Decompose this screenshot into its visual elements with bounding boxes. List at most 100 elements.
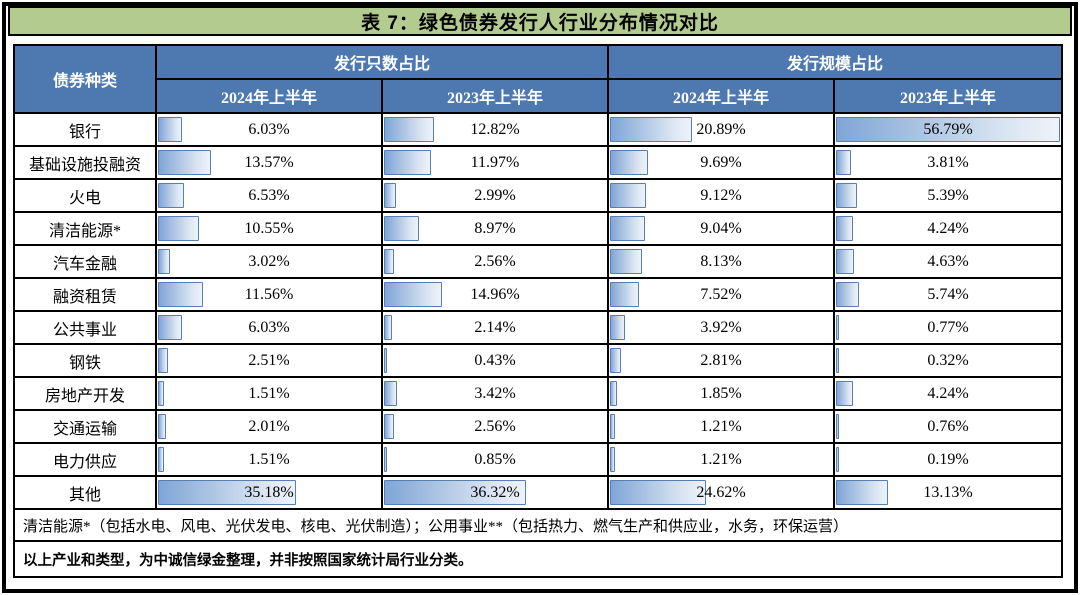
footnote-text: 以上产业和类型，为中诚信绿金整理，并非按照国家统计局行业分类。 xyxy=(23,552,473,569)
value-cell: 56.79% xyxy=(835,114,1061,147)
row-label-text: 银行 xyxy=(68,123,101,141)
corner-header-cell: 债券种类 xyxy=(15,46,157,114)
value-cell: 35.18% xyxy=(157,477,383,510)
data-bar xyxy=(610,414,615,439)
group-header-label: 发行只数占比 xyxy=(333,56,430,73)
row-label-text: 火电 xyxy=(68,189,101,207)
value-cell: 9.12% xyxy=(609,180,835,213)
sub-header-label: 2023年上半年 xyxy=(446,90,543,107)
data-bar xyxy=(384,249,394,274)
value-text: 9.04% xyxy=(700,219,742,237)
row-label-text: 公共事业 xyxy=(52,321,117,339)
data-bar xyxy=(610,315,626,340)
value-text: 5.39% xyxy=(927,186,969,204)
data-bar xyxy=(158,249,170,274)
data-bar xyxy=(836,381,853,406)
value-text: 2.56% xyxy=(474,252,516,270)
value-text: 36.32% xyxy=(470,483,520,501)
value-text: 0.77% xyxy=(927,318,969,336)
value-text: 1.51% xyxy=(248,450,290,468)
value-text: 2.81% xyxy=(700,351,742,369)
footnote-2: 以上产业和类型，为中诚信绿金整理，并非按照国家统计局行业分类。 xyxy=(15,542,1061,576)
row-label: 银行 xyxy=(15,114,157,147)
value-text: 9.12% xyxy=(700,186,742,204)
value-text: 2.01% xyxy=(248,417,290,435)
value-text: 56.79% xyxy=(923,120,973,138)
row-label: 交通运输 xyxy=(15,411,157,444)
value-text: 1.21% xyxy=(700,450,742,468)
sub-header-scale-2023: 2023年上半年 xyxy=(835,80,1061,114)
data-bar xyxy=(158,348,168,373)
sub-header-count-2024: 2024年上半年 xyxy=(157,80,383,114)
data-bar xyxy=(384,117,435,142)
data-bar xyxy=(158,117,182,142)
value-text: 4.24% xyxy=(927,219,969,237)
value-cell: 5.39% xyxy=(835,180,1061,213)
data-bar xyxy=(158,282,204,307)
value-cell: 2.56% xyxy=(383,411,609,444)
value-cell: 12.82% xyxy=(383,114,609,147)
value-text: 0.76% xyxy=(927,417,969,435)
value-text: 1.85% xyxy=(700,384,742,402)
row-label-text: 清洁能源* xyxy=(48,222,121,240)
footnote-text: 清洁能源*（包括水电、风电、光伏发电、核电、光伏制造）；公用事业**（包括热力、… xyxy=(23,518,849,535)
value-cell: 0.85% xyxy=(383,444,609,477)
row-label: 清洁能源* xyxy=(15,213,157,246)
data-bar xyxy=(158,183,184,208)
value-text: 8.97% xyxy=(474,219,516,237)
sub-header-label: 2023年上半年 xyxy=(899,90,996,107)
value-cell: 1.21% xyxy=(609,444,835,477)
value-text: 20.89% xyxy=(696,120,746,138)
data-bar xyxy=(610,480,707,505)
data-bar xyxy=(836,282,859,307)
data-bar xyxy=(384,381,398,406)
value-cell: 2.81% xyxy=(609,345,835,378)
row-label: 火电 xyxy=(15,180,157,213)
sub-header-label: 2024年上半年 xyxy=(220,90,317,107)
value-text: 13.13% xyxy=(923,483,973,501)
value-text: 0.19% xyxy=(927,450,969,468)
value-cell: 9.69% xyxy=(609,147,835,180)
data-bar xyxy=(836,216,853,241)
group-header-label: 发行规模占比 xyxy=(786,56,883,73)
data-bar xyxy=(836,414,839,439)
data-bar xyxy=(384,282,443,307)
corner-header-label: 债券种类 xyxy=(52,73,117,90)
value-text: 14.96% xyxy=(470,285,520,303)
row-label: 基础设施投融资 xyxy=(15,147,157,180)
row-label: 钢铁 xyxy=(15,345,157,378)
value-cell: 11.97% xyxy=(383,147,609,180)
value-text: 3.02% xyxy=(248,252,290,270)
value-text: 9.69% xyxy=(700,153,742,171)
value-cell: 0.32% xyxy=(835,345,1061,378)
value-text: 8.13% xyxy=(700,252,742,270)
value-cell: 6.03% xyxy=(157,114,383,147)
value-cell: 2.56% xyxy=(383,246,609,279)
table-title: 表 7：绿色债券发行人行业分布情况对比 xyxy=(361,12,719,34)
row-label-text: 交通运输 xyxy=(52,420,117,438)
value-text: 2.14% xyxy=(474,318,516,336)
value-text: 11.97% xyxy=(470,153,520,171)
row-label: 电力供应 xyxy=(15,444,157,477)
value-text: 5.74% xyxy=(927,285,969,303)
value-cell: 24.62% xyxy=(609,477,835,510)
data-bar xyxy=(158,216,200,241)
value-text: 24.62% xyxy=(696,483,746,501)
value-cell: 2.99% xyxy=(383,180,609,213)
value-cell: 1.21% xyxy=(609,411,835,444)
value-cell: 1.85% xyxy=(609,378,835,411)
value-text: 6.03% xyxy=(248,318,290,336)
data-bar xyxy=(610,150,648,175)
value-cell: 9.04% xyxy=(609,213,835,246)
industry-distribution-table: 债券种类 发行只数占比 发行规模占比 2024年上半年 2023年上半年 202… xyxy=(13,44,1063,578)
data-bar xyxy=(384,414,394,439)
data-bar xyxy=(836,348,839,373)
value-cell: 3.02% xyxy=(157,246,383,279)
data-bar xyxy=(836,183,858,208)
value-text: 3.42% xyxy=(474,384,516,402)
value-cell: 2.14% xyxy=(383,312,609,345)
data-bar xyxy=(610,117,692,142)
group-header-issue-scale: 发行规模占比 xyxy=(609,46,1061,80)
data-bar xyxy=(384,150,431,175)
sub-header-label: 2024年上半年 xyxy=(672,90,769,107)
